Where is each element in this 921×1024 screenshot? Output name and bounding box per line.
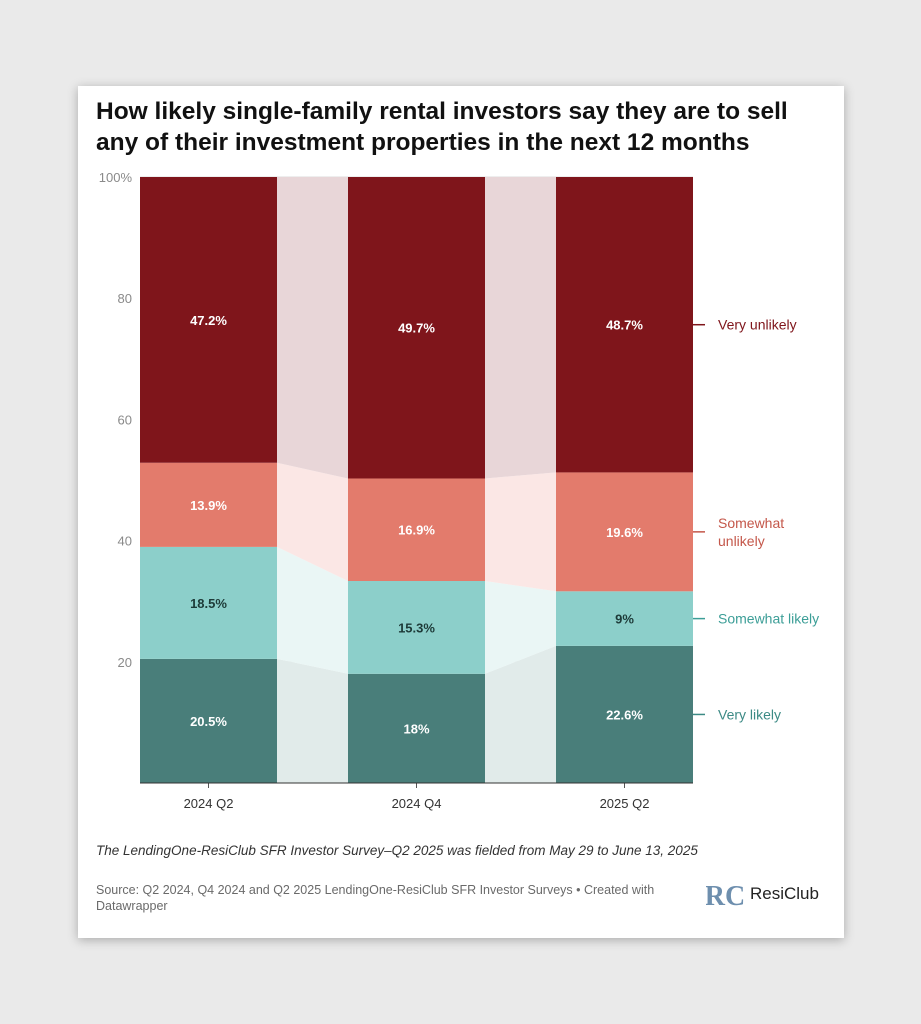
x-tick-label: 2025 Q2 (600, 796, 650, 811)
data-label: 47.2% (190, 313, 227, 328)
y-tick-label: 20 (118, 655, 132, 670)
connector-very-likely (277, 658, 348, 783)
legend-label-somewhat-unlikely: Somewhat unlikely (718, 515, 784, 549)
data-labels: 20.5% 18.5% 13.9% 47.2% 18% 15.3% 16.9% 49.7% 22… (190, 313, 643, 737)
resiclub-logo: RC ResiClub (706, 876, 836, 912)
connector-very-unlikely (485, 177, 556, 479)
data-label: 18% (403, 721, 429, 736)
legend: Very unlikely Somewhat unlikely Somewhat li… (693, 317, 819, 722)
legend-label-line: Very unlikely (718, 317, 797, 333)
legend-label-very-likely: Very likely (718, 706, 781, 722)
connector-very-likely (485, 645, 556, 783)
y-tick-label: 60 (118, 412, 132, 427)
resiclub-logo-icon: RC (706, 878, 744, 912)
connector-very-unlikely (277, 177, 348, 479)
data-label: 49.7% (398, 321, 435, 336)
x-tick-label: 2024 Q4 (392, 796, 442, 811)
data-label: 18.5% (190, 596, 227, 611)
y-tick-label: 100% (99, 170, 133, 185)
bar-segment-somewhat-unlikely (348, 478, 485, 581)
data-label: 16.9% (398, 523, 435, 538)
bars (140, 177, 693, 783)
connector-somewhat-unlikely (485, 472, 556, 592)
legend-label-line: unlikely (718, 533, 765, 549)
data-label: 9% (615, 612, 634, 627)
bar-segment-very-unlikely (140, 177, 277, 463)
bar-segment-somewhat-unlikely (556, 472, 693, 592)
connector-somewhat-unlikely (277, 462, 348, 581)
legend-label-line: Somewhat likely (718, 611, 819, 627)
logo-text: ResiClub (750, 884, 819, 903)
survey-note: The LendingOne-ResiClub SFR Investor Sur… (96, 843, 698, 858)
stacked-bar-chart: 20.5% 18.5% 13.9% 47.2% 18% 15.3% 16.9% 49.7% 22… (99, 170, 819, 811)
legend-label-line: Very likely (718, 706, 781, 722)
bar-segment-somewhat-likely (556, 591, 693, 646)
chart-card: How likely single-family rental investor… (78, 86, 844, 938)
y-tick-label: 40 (118, 534, 132, 549)
axes: 20 40 60 80 100% 2024 Q2 2024 Q4 2025 Q2 (99, 170, 693, 811)
chart-title: How likely single-family rental investor… (96, 98, 788, 156)
connector-somewhat-likely (277, 546, 348, 674)
bar-segment-very-likely (140, 658, 277, 783)
logo-mark: RC (706, 881, 744, 912)
legend-label-very-unlikely: Very unlikely (718, 317, 797, 333)
connector-somewhat-likely (485, 581, 556, 674)
data-label: 22.6% (606, 707, 643, 722)
bar-segment-very-likely (348, 673, 485, 783)
source-line: Source: Q2 2024, Q4 2024 and Q2 2025 Len… (96, 883, 655, 913)
data-label: 15.3% (398, 620, 435, 635)
bar-segment-somewhat-likely (140, 546, 277, 659)
x-tick-label: 2024 Q2 (184, 796, 234, 811)
legend-label-somewhat-likely: Somewhat likely (718, 611, 819, 627)
bar-segment-very-unlikely (348, 177, 485, 479)
data-label: 13.9% (190, 498, 227, 513)
data-label: 48.7% (606, 318, 643, 333)
y-tick-label: 80 (118, 291, 132, 306)
bar-segment-very-unlikely (556, 177, 693, 473)
band-connectors (277, 177, 556, 783)
bar-segment-somewhat-unlikely (140, 462, 277, 547)
data-label: 19.6% (606, 525, 643, 540)
bar-segment-very-likely (556, 645, 693, 783)
bar-segment-somewhat-likely (348, 581, 485, 674)
legend-label-line: Somewhat (718, 515, 784, 531)
data-label: 20.5% (190, 714, 227, 729)
